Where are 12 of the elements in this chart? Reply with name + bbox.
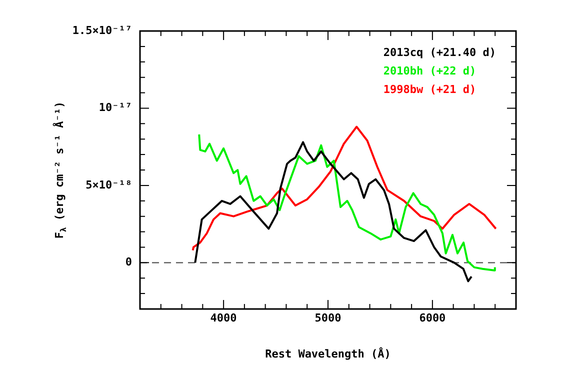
text: 1998bw (+21 d) bbox=[383, 82, 476, 96]
y-axis-title: Fλ (erg cm⁻² s⁻¹ Å⁻¹) bbox=[52, 101, 68, 239]
legend-label: 2013cq (+21.40 d) bbox=[383, 46, 496, 59]
x-tick-label: 4000 bbox=[210, 311, 237, 324]
text: 2010bh (+22 d) bbox=[383, 64, 476, 78]
x-tick-label: 6000 bbox=[419, 311, 446, 324]
x-axis-title: Rest Wavelength (Å) bbox=[265, 346, 391, 360]
y-tick-label: 10⁻¹⁷ bbox=[98, 101, 132, 114]
y-tick-label: 0 bbox=[125, 256, 132, 269]
x-tick-label: 5000 bbox=[314, 311, 342, 324]
y-tick-label: 1.5×10⁻¹⁷ bbox=[72, 24, 132, 37]
y-tick-label: 5×10⁻¹⁸ bbox=[86, 178, 132, 192]
